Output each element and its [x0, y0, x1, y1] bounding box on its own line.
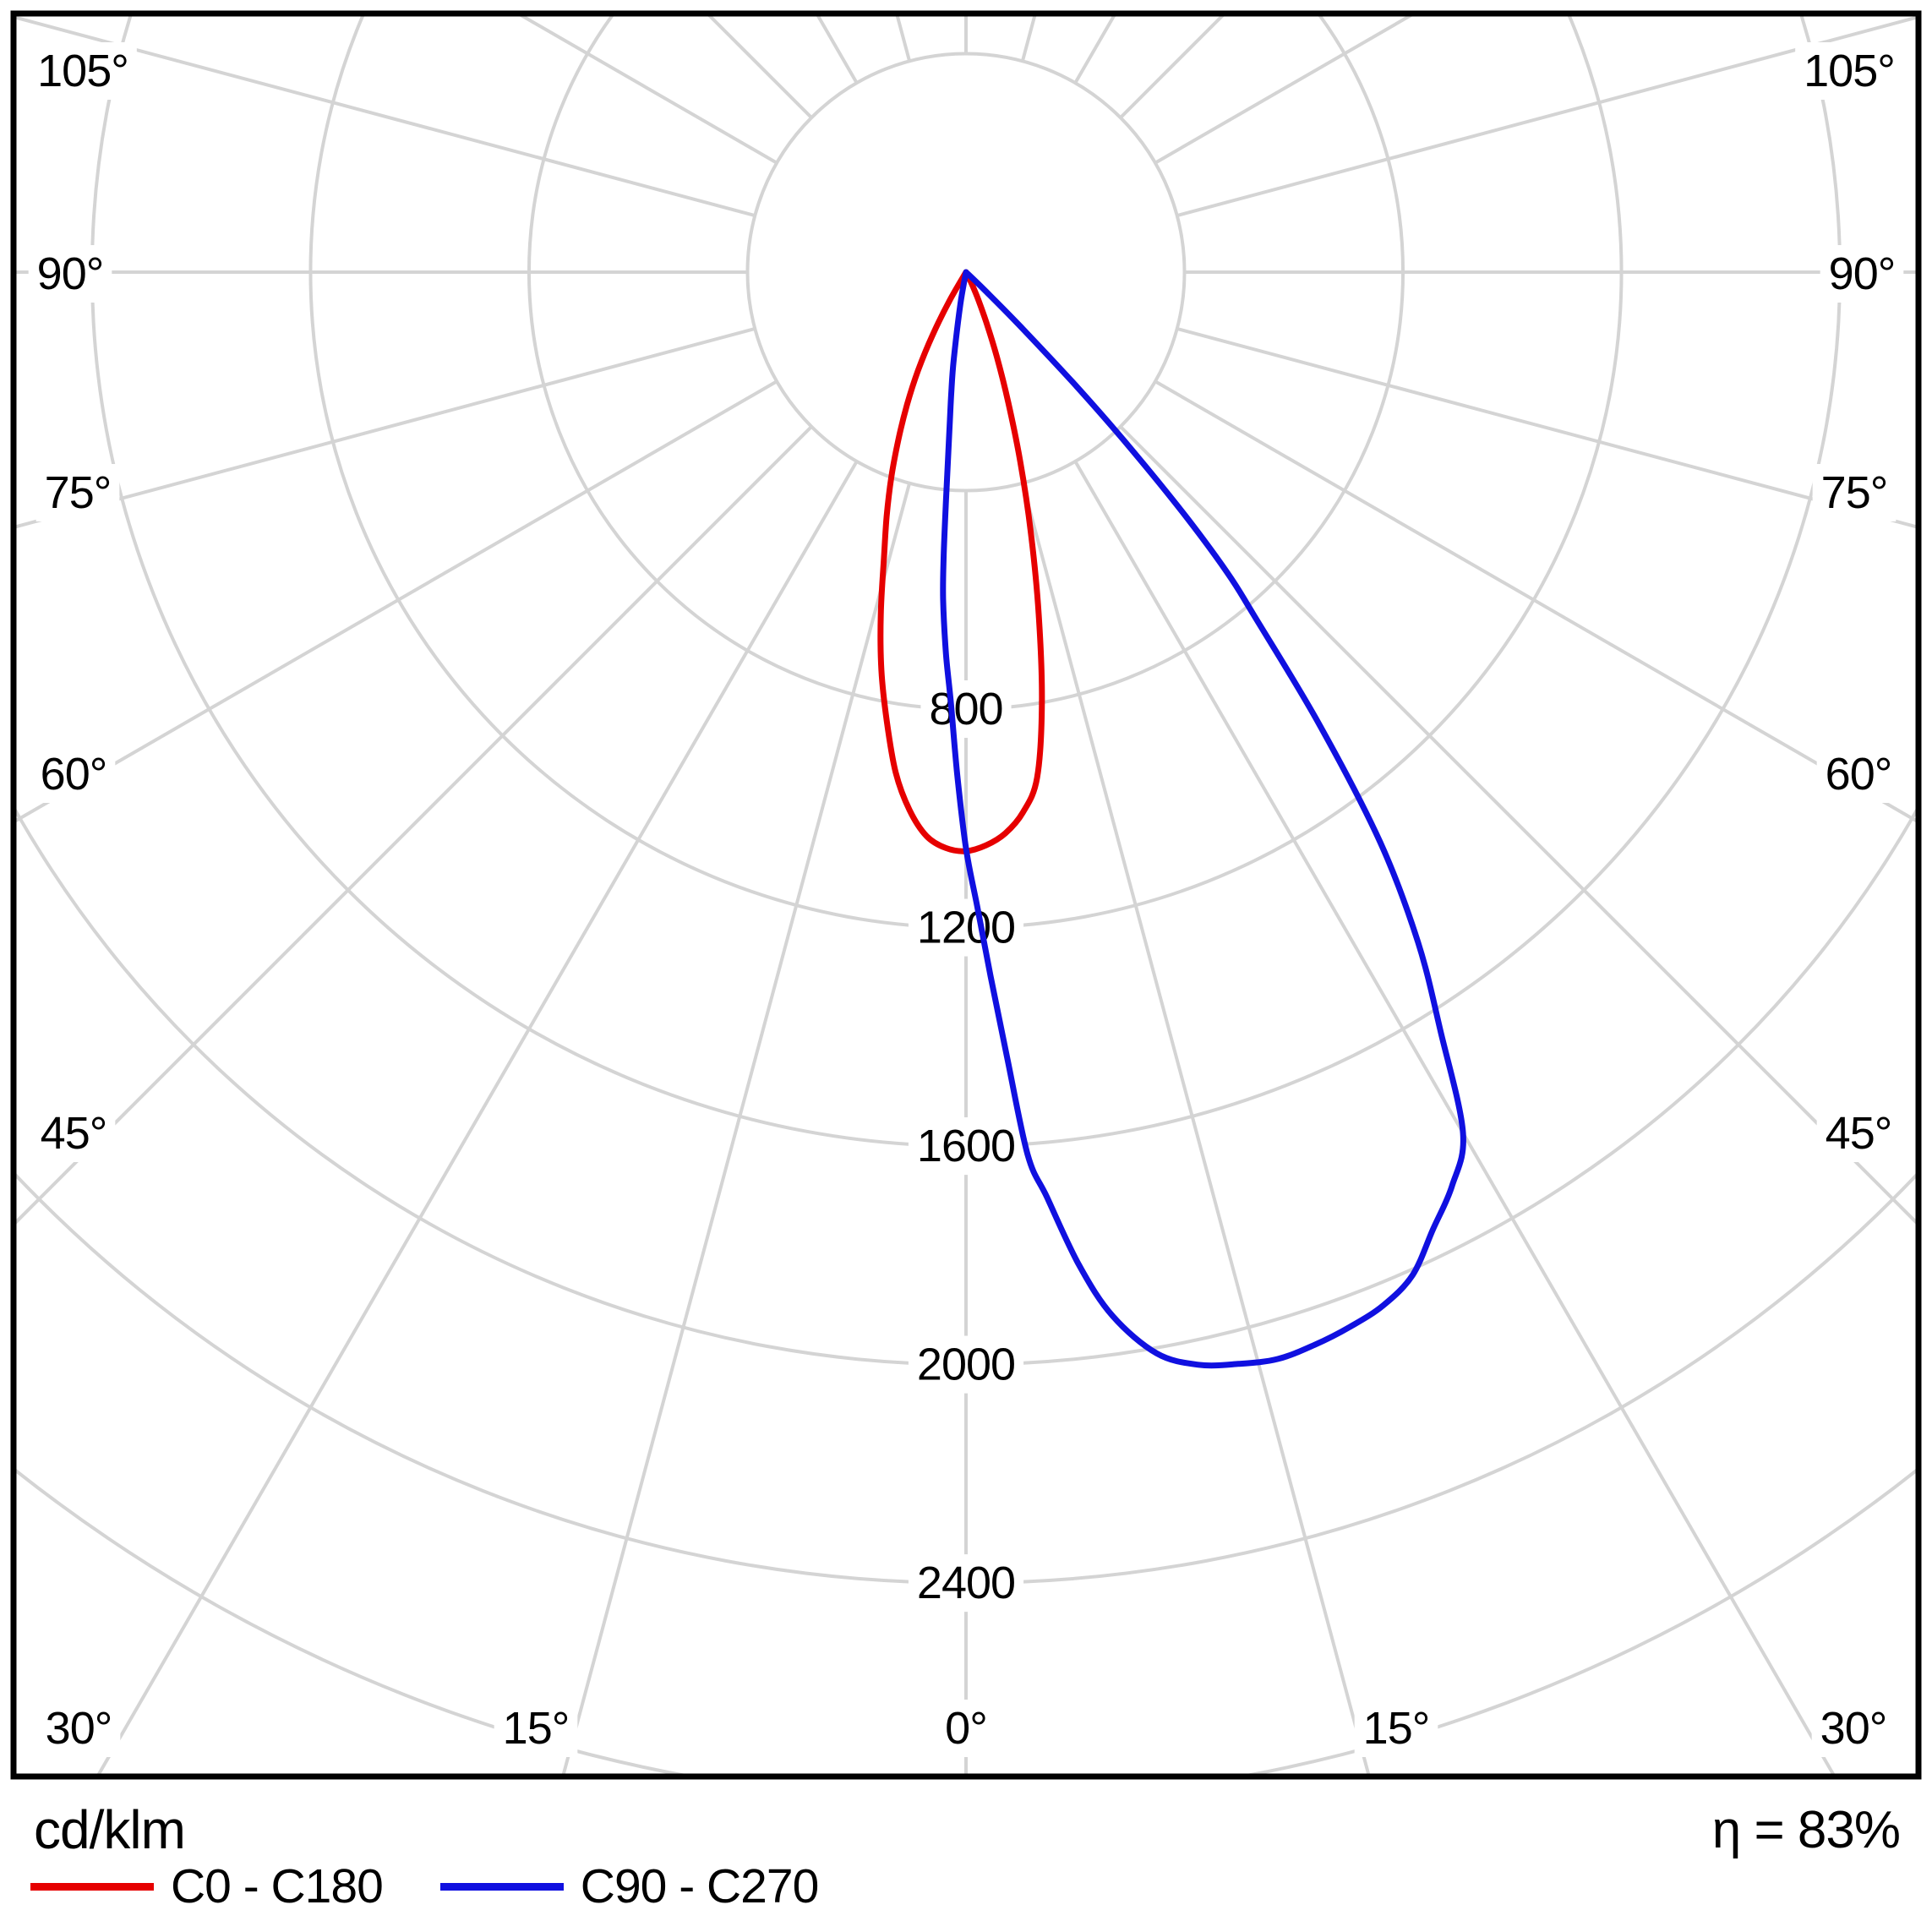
legend-label-c0-c180: C0 - C180 — [171, 1859, 384, 1913]
angle-label: 30° — [1820, 1703, 1887, 1754]
angle-label-box — [35, 464, 120, 521]
polar-grid-ray — [1176, 326, 1916, 529]
angle-label-box — [1820, 245, 1904, 303]
ring-label: 800 — [929, 684, 1002, 734]
legend-item-c0-c180: C0 - C180 — [30, 1858, 384, 1914]
c0-c180-curve — [877, 269, 1045, 854]
polar-grid-ray — [895, 16, 912, 62]
angle-label-box — [1816, 1105, 1901, 1162]
ring-label-box — [908, 1554, 1024, 1613]
angle-label-box — [36, 1700, 121, 1757]
angle-label-box — [1812, 464, 1897, 521]
efficiency-label: η = 83% — [1711, 1801, 1901, 1859]
angle-label: 105° — [37, 46, 128, 96]
polar-grid-ray — [1020, 16, 1037, 62]
polar-grid-ray — [16, 326, 756, 529]
units-label: cd/klm — [34, 1799, 186, 1860]
angle-label-box — [31, 1105, 116, 1162]
angle-label: 90° — [37, 248, 104, 299]
ring-label: 2400 — [917, 1558, 1015, 1608]
angle-label-box — [28, 245, 112, 303]
ring-label-box — [908, 1117, 1024, 1176]
angle-label-box — [1795, 42, 1903, 100]
angle-label: 75° — [1821, 467, 1888, 518]
angle-label-box — [31, 745, 116, 803]
ring-label-box — [920, 680, 1012, 739]
polar-grid-ray — [1176, 16, 1916, 218]
angle-label-box — [1811, 1700, 1896, 1757]
polar-grid-ray — [16, 425, 813, 1225]
c0-c180-line-swatch — [30, 1882, 154, 1891]
angle-label: 75° — [45, 467, 112, 518]
angle-label: 30° — [46, 1703, 112, 1754]
c90-c270-curve — [940, 269, 1466, 1369]
angle-label: 0° — [945, 1703, 987, 1754]
angle-label: 15° — [503, 1703, 570, 1754]
angle-label: 45° — [1826, 1108, 1892, 1159]
legend-item-c90-c270: C90 - C270 — [439, 1858, 819, 1914]
angle-label: 60° — [1826, 749, 1892, 800]
plot-border — [10, 10, 1922, 1780]
ring-label: 2000 — [917, 1340, 1015, 1390]
angle-label-box — [494, 1700, 578, 1757]
angle-label: 45° — [41, 1108, 107, 1159]
grid-labels: 800 1200 1600 2000 2400 105° 90° 75° 60° 45° 105° 9… — [28, 42, 1904, 1757]
legend-label-c90-c270: C90 - C270 — [580, 1859, 819, 1913]
ring-label-box — [908, 1335, 1024, 1394]
polar-grid-ray — [16, 16, 756, 218]
ring-label: 1600 — [917, 1121, 1015, 1171]
legend: C0 - C180 C90 - C270 — [30, 1856, 819, 1917]
angle-label: 15° — [1363, 1703, 1430, 1754]
polar-grid-ray — [1154, 379, 1916, 823]
ring-label-box — [908, 898, 1024, 957]
polar-grid-ray — [96, 460, 859, 1774]
polar-grid-ray — [1073, 460, 1836, 1774]
angle-label: 90° — [1829, 248, 1896, 299]
angle-label: 105° — [1804, 46, 1895, 96]
angle-label: 60° — [41, 749, 107, 800]
angle-label-box — [29, 42, 137, 100]
c90-c270-line-swatch — [439, 1882, 564, 1891]
polar-grid-ray — [1119, 425, 1916, 1225]
ring-label: 1200 — [917, 903, 1015, 953]
angle-label-box — [936, 1700, 996, 1757]
angle-label-box — [1816, 745, 1901, 803]
angle-label-box — [1354, 1700, 1438, 1757]
polar-grid-ray — [16, 379, 778, 823]
